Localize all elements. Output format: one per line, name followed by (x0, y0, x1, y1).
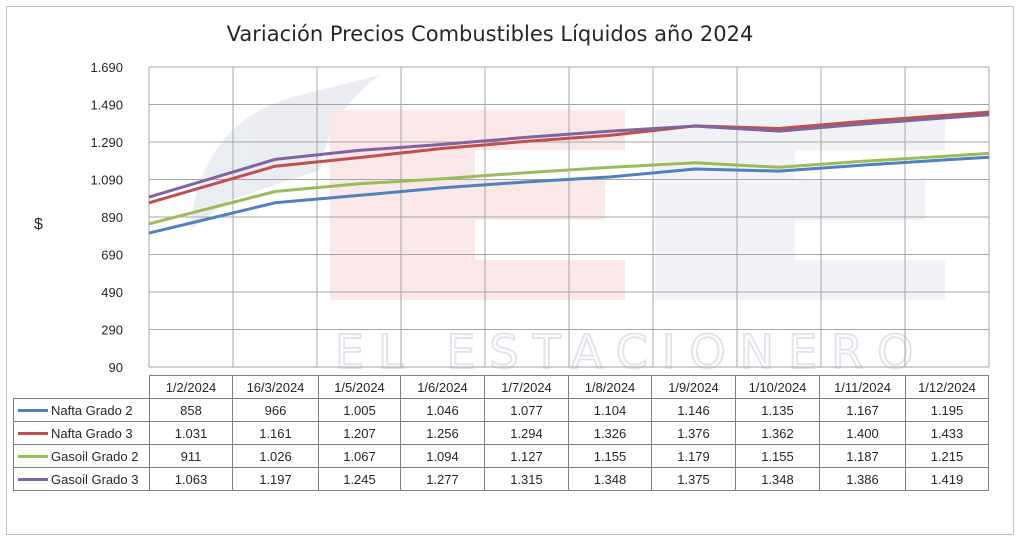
y-tick-label: 90 (109, 360, 123, 375)
data-label: 1.362 (735, 421, 820, 445)
x-tick-label: 1/9/2024 (651, 375, 736, 399)
data-label: 1.419 (905, 467, 989, 491)
data-label: 1.277 (400, 467, 485, 491)
data-label: 1.375 (651, 467, 736, 491)
x-tick-label: 1/5/2024 (318, 375, 401, 399)
legend-entry: Gasoil Grado 3 (13, 467, 150, 491)
series-line-gasoil-grado-2 (148, 151, 990, 226)
series-line-gasoil-grado-3 (148, 113, 990, 199)
legend-key-nafta-grado-3 (18, 431, 48, 435)
data-label: 1.433 (905, 421, 989, 445)
y-tick-label: 890 (101, 210, 123, 225)
x-tick-label: 1/2/2024 (149, 375, 233, 399)
legend-label: Nafta Grado 3 (51, 425, 133, 441)
y-tick-label: 1.690 (90, 60, 123, 75)
data-label: 1.127 (484, 444, 569, 468)
watermark-letter-e-right (655, 110, 795, 300)
data-label: 1.245 (318, 467, 401, 491)
x-tick-label: 1/12/2024 (905, 375, 989, 399)
watermark-letter-e-right-mid (795, 180, 925, 220)
x-tick-label: 1/10/2024 (735, 375, 820, 399)
data-label: 1.326 (568, 421, 652, 445)
x-tick-label: 1/8/2024 (568, 375, 652, 399)
legend-key-nafta-grado-2 (18, 408, 48, 412)
data-label: 1.135 (735, 398, 820, 422)
data-label: 1.077 (484, 398, 569, 422)
data-label: 1.026 (232, 444, 319, 468)
data-table: 1/2/2024 16/3/2024 1/5/2024 1/6/2024 1/7… (13, 375, 989, 491)
legend-key-gasoil-grado-3 (18, 477, 48, 481)
data-label: 1.155 (568, 444, 652, 468)
legend-label: Nafta Grado 2 (51, 402, 133, 418)
data-label: 1.376 (651, 421, 736, 445)
table-header-row: 1/2/2024 16/3/2024 1/5/2024 1/6/2024 1/7… (13, 375, 989, 399)
data-label: 1.348 (568, 467, 652, 491)
y-tick-label: 690 (101, 248, 123, 263)
x-tick-label: 1/6/2024 (400, 375, 485, 399)
data-label: 1.094 (400, 444, 485, 468)
data-label: 1.400 (819, 421, 906, 445)
table-row: Nafta Grado 3 1.031 1.161 1.207 1.256 1.… (13, 421, 989, 445)
data-label: 1.195 (905, 398, 989, 422)
table-row: Nafta Grado 2 858 966 1.005 1.046 1.077 … (13, 398, 989, 422)
watermark-letter-e-left (330, 110, 475, 300)
table-row: Gasoil Grado 3 1.063 1.197 1.245 1.277 1… (13, 467, 989, 491)
series-line-nafta-grado-3 (148, 110, 990, 205)
watermark-letter-e-mid (475, 180, 605, 220)
y-tick-label: 1.490 (90, 98, 123, 113)
data-label: 1.005 (318, 398, 401, 422)
legend-entry: Nafta Grado 2 (13, 398, 150, 422)
data-label: 1.046 (400, 398, 485, 422)
table-corner-cell (13, 375, 150, 399)
data-label: 911 (149, 444, 233, 468)
y-tick-label: 490 (101, 285, 123, 300)
data-label: 1.215 (905, 444, 989, 468)
watermark-logo: EL ESTACIONERO (190, 75, 945, 380)
data-label: 1.294 (484, 421, 569, 445)
y-tick-label: 1.290 (90, 135, 123, 150)
data-label: 1.187 (819, 444, 906, 468)
y-axis-ticks: 1.690 1.490 1.290 1.090 890 690 490 290 90 (90, 60, 123, 375)
legend-entry: Gasoil Grado 2 (13, 444, 150, 468)
y-axis-label: $ (34, 216, 43, 233)
data-label: 1.207 (318, 421, 401, 445)
data-label: 1.167 (819, 398, 906, 422)
data-label: 1.104 (568, 398, 652, 422)
legend-entry: Nafta Grado 3 (13, 421, 150, 445)
data-label: 1.031 (149, 421, 233, 445)
x-tick-label: 16/3/2024 (232, 375, 319, 399)
legend-label: Gasoil Grado 3 (51, 471, 139, 487)
data-label: 1.161 (232, 421, 319, 445)
series-line-nafta-grado-2 (148, 155, 990, 235)
data-label: 1.348 (735, 467, 820, 491)
chart-title: Variación Precios Combustibles Líquidos … (226, 22, 754, 46)
watermark-letter-e-bottom (475, 260, 625, 300)
table-row: Gasoil Grado 2 911 1.026 1.067 1.094 1.1… (13, 444, 989, 468)
data-label: 1.179 (651, 444, 736, 468)
x-tick-label: 1/11/2024 (819, 375, 906, 399)
data-label: 1.197 (232, 467, 319, 491)
data-label: 1.256 (400, 421, 485, 445)
data-label: 1.315 (484, 467, 569, 491)
data-label: 1.386 (819, 467, 906, 491)
data-label: 1.067 (318, 444, 401, 468)
series-lines (148, 110, 990, 235)
watermark-letter-e-right-bottom (795, 260, 945, 300)
data-label: 1.063 (149, 467, 233, 491)
data-label: 1.155 (735, 444, 820, 468)
legend-key-gasoil-grado-2 (18, 454, 48, 458)
data-label: 858 (149, 398, 233, 422)
data-label: 966 (232, 398, 319, 422)
watermark-text: EL ESTACIONERO (335, 325, 927, 379)
data-label: 1.146 (651, 398, 736, 422)
x-tick-label: 1/7/2024 (484, 375, 569, 399)
y-tick-label: 1.090 (90, 173, 123, 188)
y-tick-label: 290 (101, 323, 123, 338)
legend-label: Gasoil Grado 2 (51, 448, 139, 464)
